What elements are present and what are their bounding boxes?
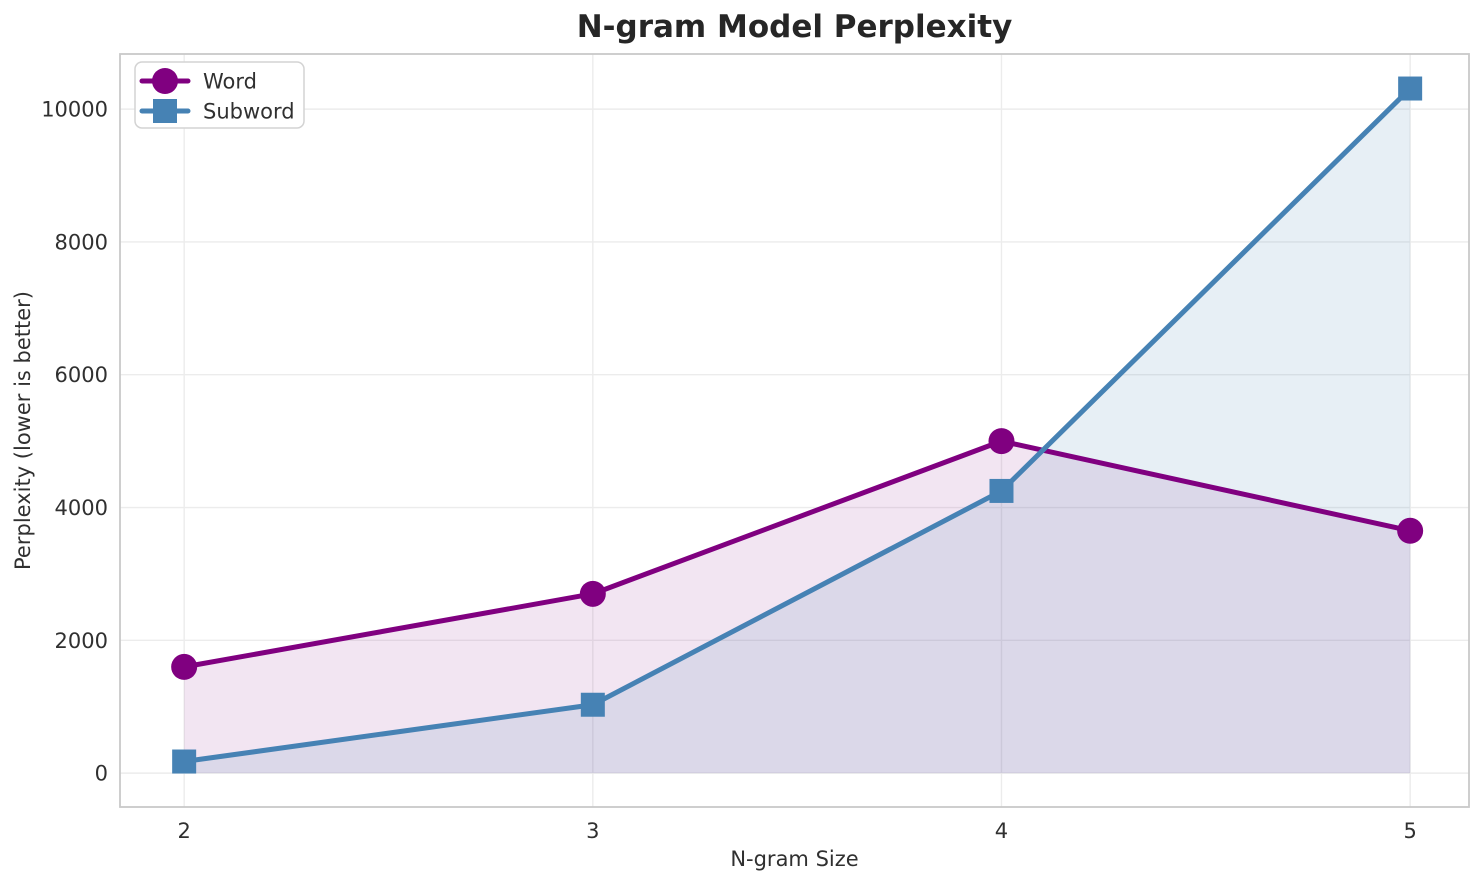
x-axis-label: N-gram Size <box>730 847 858 871</box>
area-fill-subword <box>184 88 1411 774</box>
data-point-subword <box>172 749 197 774</box>
y-axis-label: Perplexity (lower is better) <box>11 291 35 570</box>
x-tick-label: 3 <box>586 819 599 843</box>
data-point-word <box>171 653 198 680</box>
plot-border <box>119 53 1470 808</box>
data-point-subword <box>1398 76 1423 101</box>
line-subword <box>181 86 1413 765</box>
data-point-word <box>988 428 1015 455</box>
legend-entry-label: Word <box>203 70 257 94</box>
chart-title: N-gram Model Perplexity <box>577 9 1013 45</box>
legend-marker-circle-icon <box>152 68 178 94</box>
x-tick-label: 5 <box>1403 819 1416 843</box>
y-axis-ticks: 0 2000 4000 6000 8000 10000 <box>41 98 108 786</box>
series-subword <box>172 76 1423 774</box>
y-tick-label: 6000 <box>55 363 108 387</box>
y-tick-label: 8000 <box>55 230 108 254</box>
area-fill-word <box>184 441 1411 774</box>
area-fills <box>184 88 1411 774</box>
y-tick-label: 4000 <box>55 496 108 520</box>
data-point-subword <box>989 478 1014 503</box>
legend-marker-square-icon <box>153 99 177 123</box>
data-point-word <box>579 580 606 607</box>
y-tick-label: 10000 <box>41 98 108 122</box>
x-axis-ticks: 2 3 4 5 <box>177 819 1416 843</box>
legend: Word Subword <box>134 61 305 129</box>
y-tick-label: 0 <box>95 762 108 786</box>
data-point-word <box>1397 517 1424 544</box>
series-word <box>171 428 1424 680</box>
y-tick-label: 2000 <box>55 629 108 653</box>
x-tick-label: 2 <box>177 819 190 843</box>
line-word <box>181 438 1413 670</box>
data-point-subword <box>580 692 605 717</box>
x-tick-label: 4 <box>995 819 1008 843</box>
legend-entry-label: Subword <box>203 100 295 124</box>
